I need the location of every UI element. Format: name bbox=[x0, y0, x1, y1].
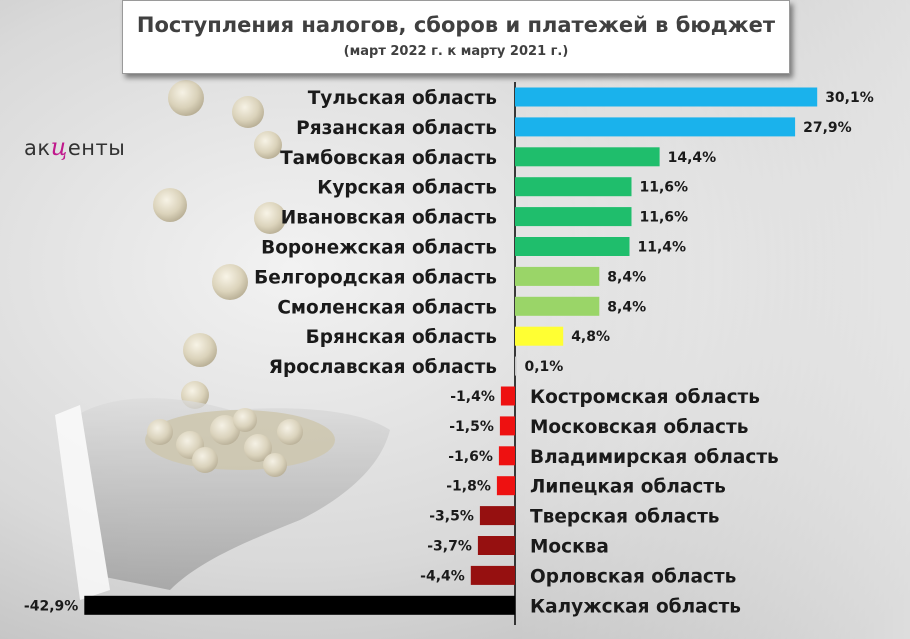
value-label: 4,8% bbox=[571, 329, 610, 345]
category-label: Орловская область bbox=[530, 566, 736, 587]
category-label: Московская область bbox=[530, 417, 748, 438]
value-label: 8,4% bbox=[607, 269, 646, 285]
value-label: -42,9% bbox=[24, 598, 78, 614]
value-label: -1,8% bbox=[446, 479, 491, 495]
value-label: 11,6% bbox=[640, 180, 689, 196]
bar bbox=[515, 237, 630, 256]
value-label: 8,4% bbox=[607, 299, 646, 315]
bar bbox=[515, 177, 632, 197]
bar bbox=[496, 476, 515, 496]
value-label: -3,7% bbox=[427, 539, 472, 555]
brand-logo: акценты bbox=[24, 133, 125, 161]
coin-icons bbox=[153, 80, 286, 409]
chart-title: Поступления налогов, сборов и платежей в… bbox=[136, 13, 776, 37]
bar bbox=[515, 356, 517, 376]
hands-icon bbox=[55, 398, 390, 600]
category-label: Калужская область bbox=[530, 596, 741, 617]
bar bbox=[477, 536, 515, 555]
logo-accent-letter: ц bbox=[50, 133, 68, 161]
bar bbox=[515, 207, 632, 227]
category-label: Рязанская область bbox=[296, 118, 497, 139]
value-label: 0,1% bbox=[525, 359, 564, 375]
value-label: 11,6% bbox=[640, 210, 689, 226]
category-label: Липецкая область bbox=[530, 477, 726, 498]
category-label: Тульская область bbox=[308, 88, 497, 109]
value-label: 30,1% bbox=[825, 90, 874, 106]
bar bbox=[479, 506, 515, 526]
category-label: Смоленская область bbox=[277, 297, 497, 318]
value-label: -3,5% bbox=[429, 509, 474, 525]
value-label: 11,4% bbox=[638, 240, 687, 256]
bar bbox=[515, 117, 796, 137]
value-label: -1,4% bbox=[450, 389, 495, 405]
logo-part-2: енты bbox=[67, 136, 126, 160]
bar bbox=[498, 446, 515, 466]
chart-title-box: Поступления налогов, сборов и платежей в… bbox=[122, 0, 790, 74]
value-label: -4,4% bbox=[420, 568, 465, 584]
bar bbox=[515, 266, 600, 286]
bar bbox=[515, 87, 818, 107]
chart-subtitle: (март 2022 г. к марту 2021 г.) bbox=[343, 44, 569, 59]
category-label: Курская область bbox=[317, 178, 497, 199]
bar bbox=[515, 326, 564, 346]
bar bbox=[470, 565, 515, 585]
category-label: Владимирская область bbox=[530, 447, 779, 468]
bar bbox=[500, 386, 515, 406]
value-label: 14,4% bbox=[668, 150, 717, 166]
category-label: Москва bbox=[530, 537, 609, 558]
category-label: Воронежская область bbox=[261, 238, 497, 259]
bar bbox=[515, 147, 660, 167]
category-label: Тверская область bbox=[530, 507, 720, 528]
bar bbox=[84, 595, 516, 615]
bar bbox=[515, 296, 600, 316]
value-label: -1,5% bbox=[449, 419, 494, 435]
logo-part-1: ак bbox=[24, 136, 51, 160]
bar bbox=[499, 416, 515, 436]
category-label: Костромская область bbox=[530, 387, 760, 408]
category-label: Ярославская область bbox=[269, 357, 497, 378]
category-label: Тамбовская область bbox=[280, 148, 497, 169]
category-label: Ивановская область bbox=[281, 208, 497, 229]
category-label: Белгородская область bbox=[254, 267, 497, 288]
value-label: 27,9% bbox=[803, 120, 852, 136]
value-label: -1,6% bbox=[448, 449, 493, 465]
category-label: Брянская область bbox=[306, 327, 497, 348]
